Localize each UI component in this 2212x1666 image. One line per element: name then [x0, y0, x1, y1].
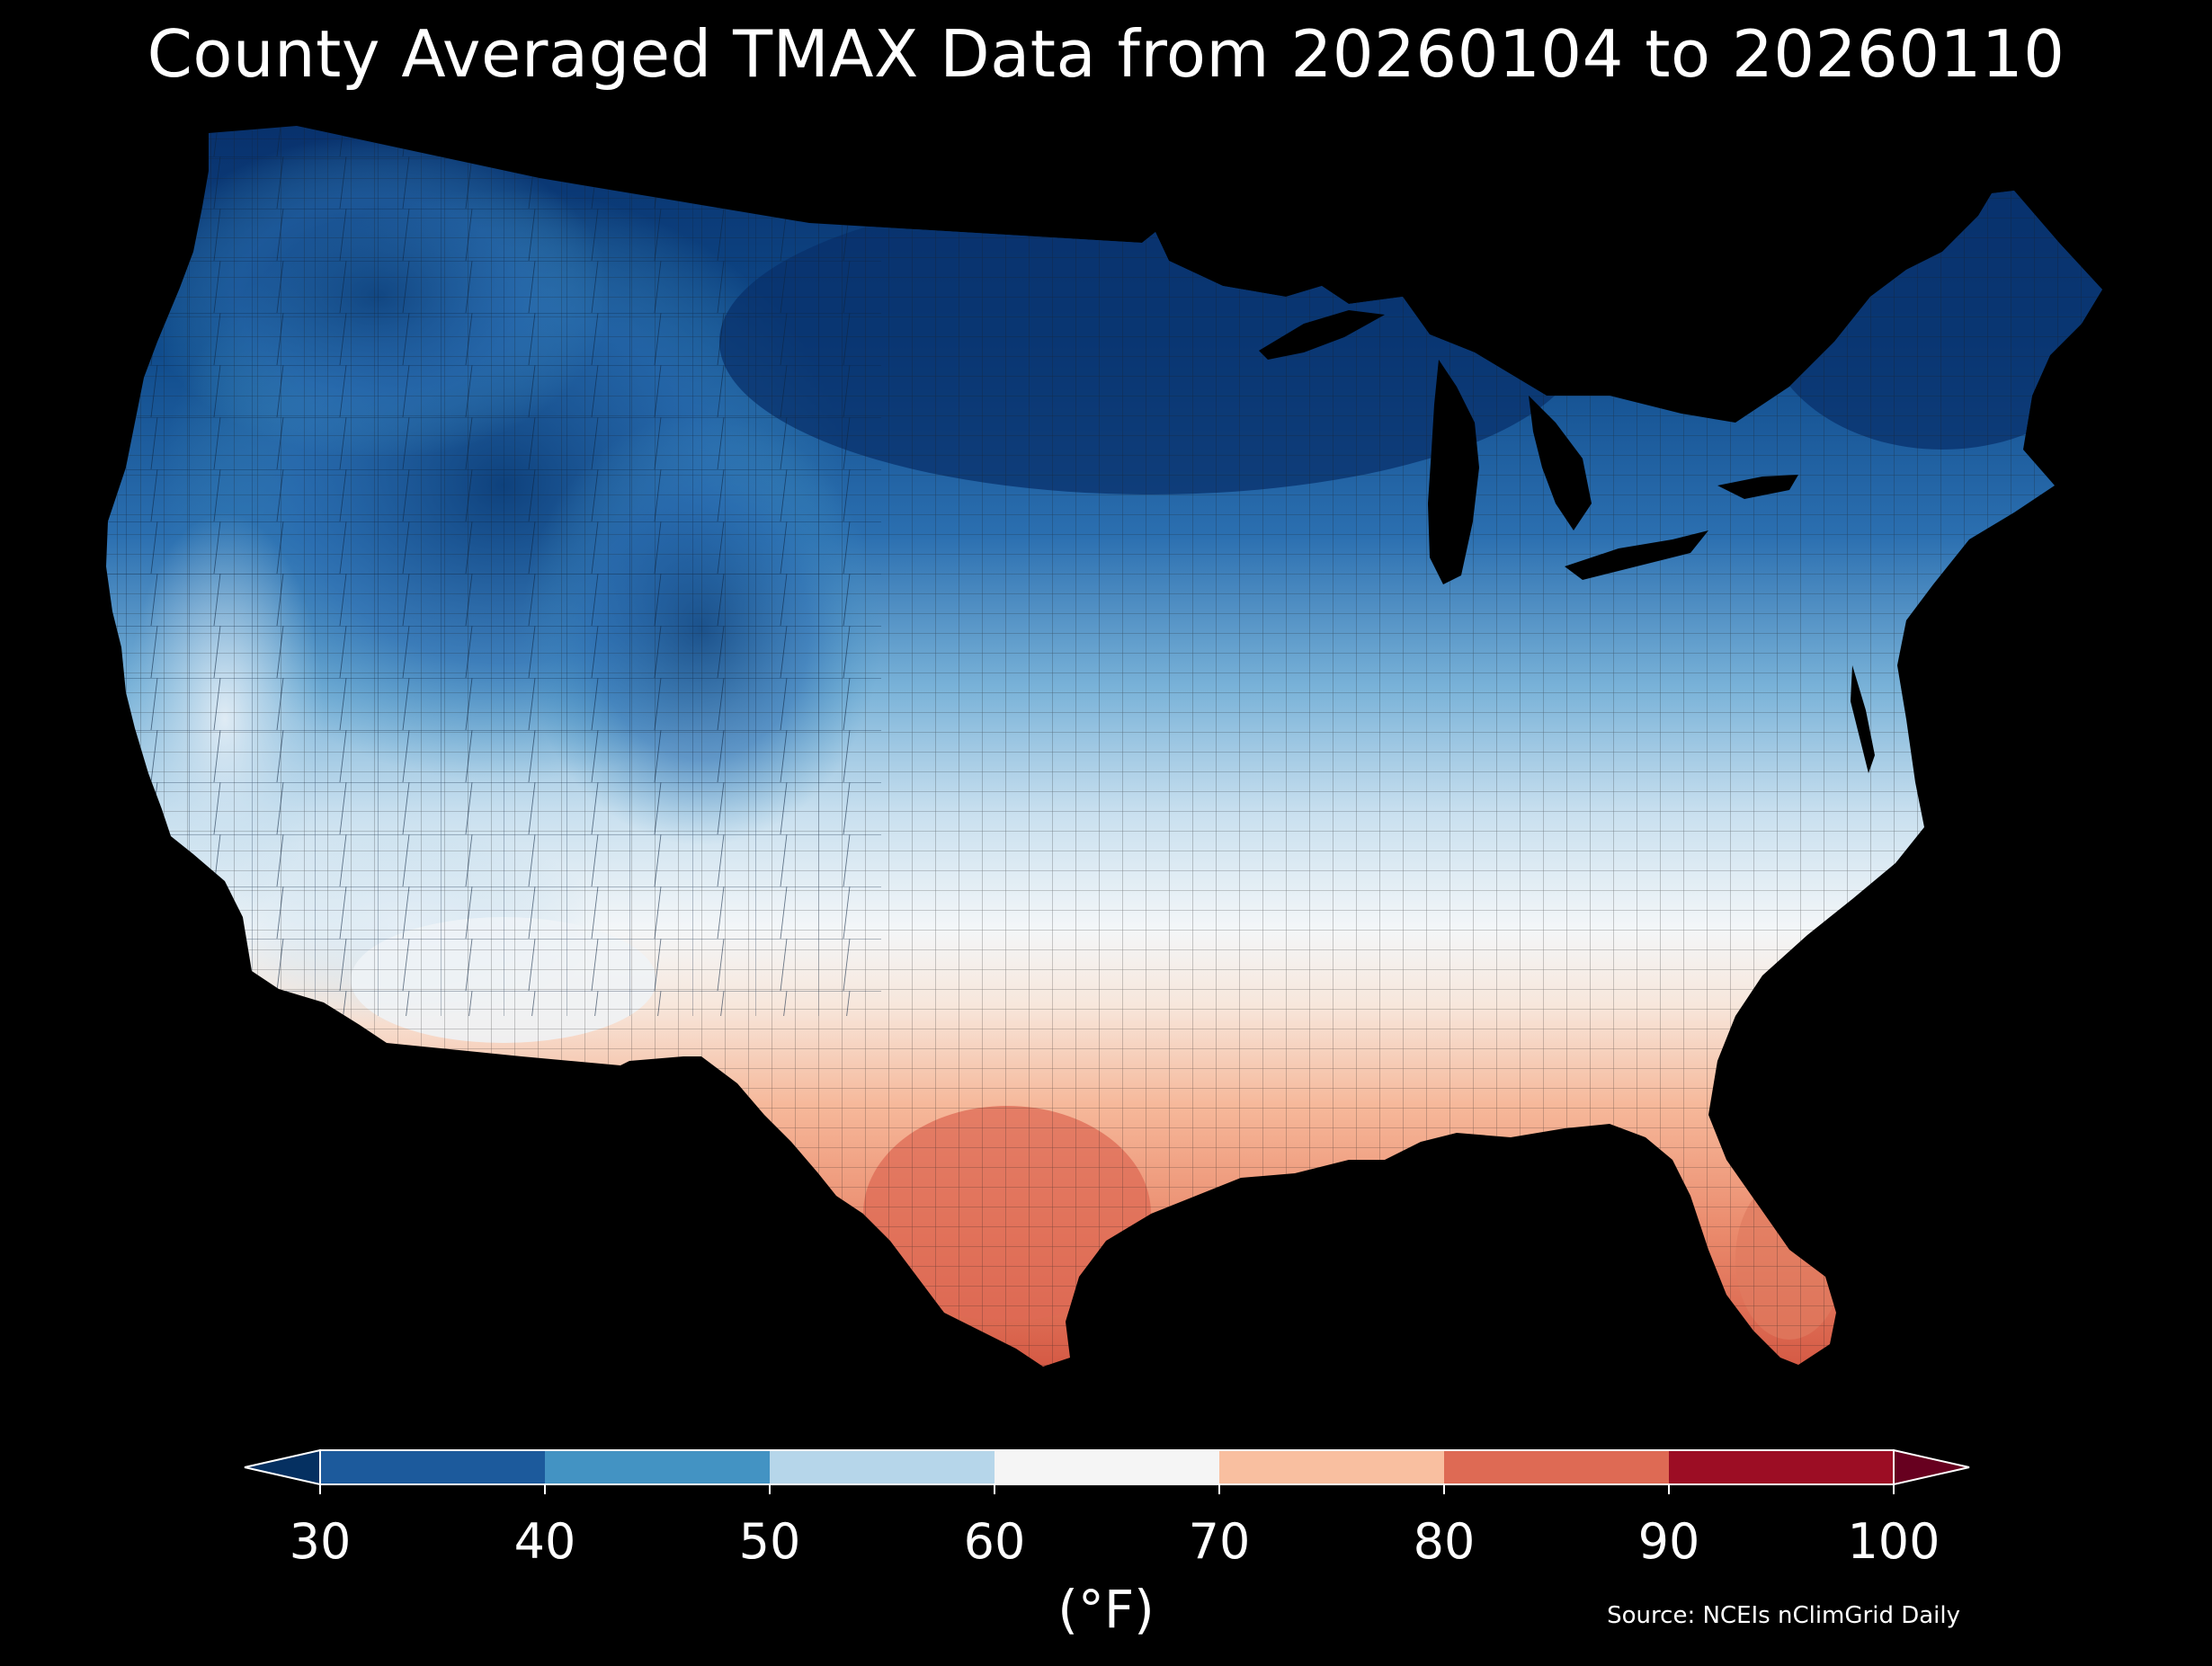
chesapeake-bay	[1851, 665, 1875, 773]
source-note: Source: NCEIs nClimGrid Daily	[1607, 1602, 1960, 1629]
colorbar-bin-90-100	[1669, 1450, 1894, 1484]
colorbar-bin-30-40	[320, 1450, 545, 1484]
colorbar-tick-marks	[319, 1484, 1895, 1494]
colorbar-tick-50: 50	[739, 1513, 801, 1570]
colorbar-bin-70-80	[1219, 1450, 1444, 1484]
colorbar-extend-high	[1893, 1448, 1970, 1486]
colorbar-tick-30: 30	[290, 1513, 352, 1570]
colorbar-tick-60: 60	[964, 1513, 1026, 1570]
colorbar-bin-40-50	[545, 1450, 770, 1484]
colorbar-unit-label: (°F)	[1057, 1579, 1155, 1640]
colorbar-tick-40: 40	[514, 1513, 576, 1570]
colorbar-extend-low	[244, 1448, 321, 1486]
colorbar-tick-70: 70	[1189, 1513, 1251, 1570]
colorbar: 30 40 50 60 70 80 90 100 (°F)	[244, 1448, 1970, 1640]
colorbar-bin-60-70	[995, 1450, 1219, 1484]
great-lakes	[1259, 310, 1798, 584]
map-title: County Averaged TMAX Data from 20260104 …	[147, 16, 2065, 92]
colorbar-tick-100: 100	[1847, 1513, 1940, 1570]
colorbar-bin-50-60	[770, 1450, 995, 1484]
colorbar-bin-80-90	[1444, 1450, 1669, 1484]
colorbar-frame	[319, 1449, 1895, 1485]
colorbar-tick-90: 90	[1638, 1513, 1700, 1570]
colorbar-tick-80: 80	[1414, 1513, 1476, 1570]
counties-layer	[106, 126, 2102, 1367]
